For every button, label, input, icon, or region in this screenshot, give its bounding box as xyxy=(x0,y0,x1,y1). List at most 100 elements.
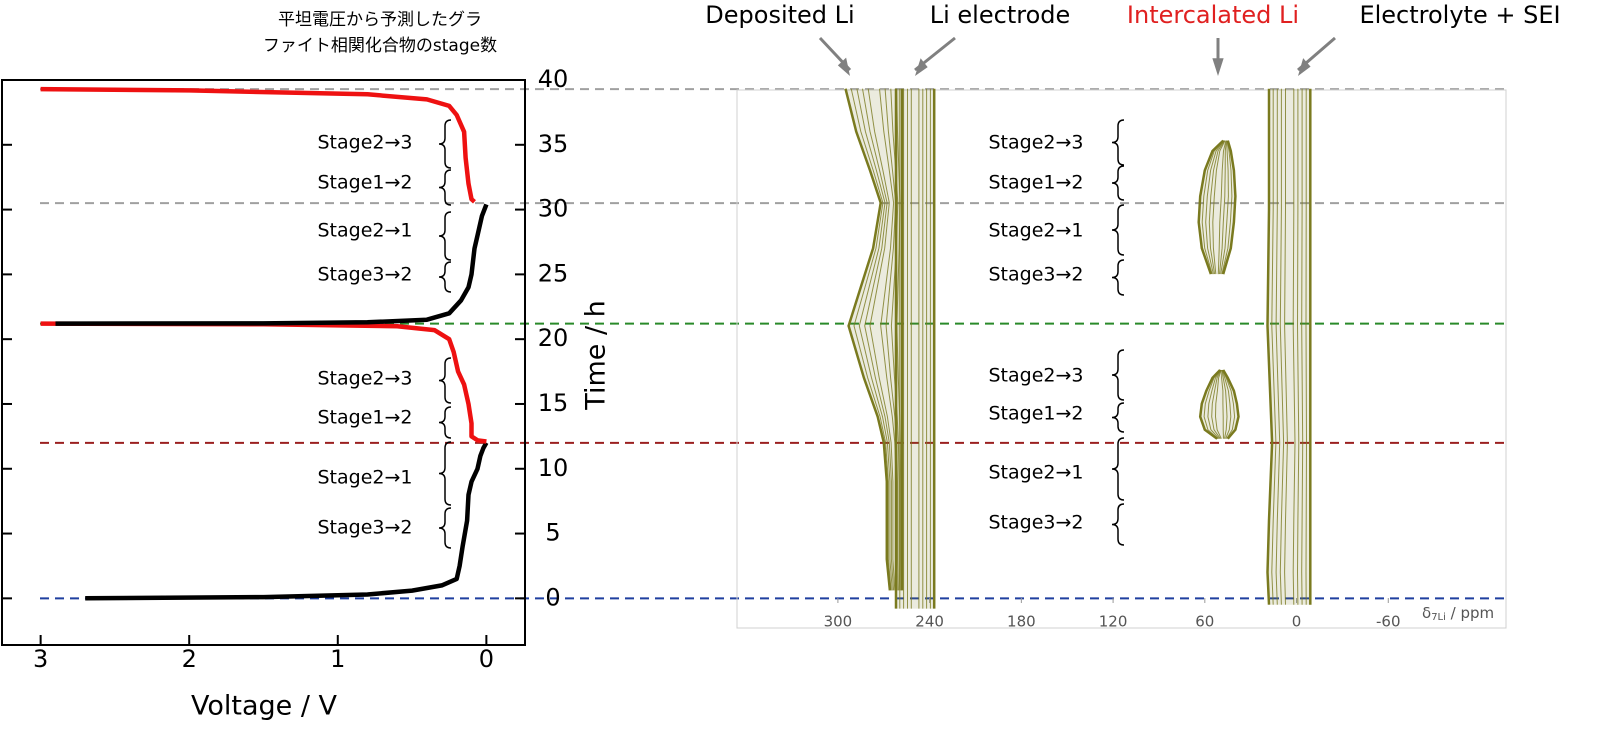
contour-line xyxy=(1214,369,1222,439)
contour-edge xyxy=(1222,140,1237,275)
contour-fill xyxy=(1267,88,1311,605)
x-axis-label: Voltage / V xyxy=(191,691,338,722)
x-tick-label: 2 xyxy=(182,645,197,673)
peak-label: Li electrode xyxy=(930,1,1071,29)
x-tick-label: 180 xyxy=(1007,613,1036,631)
contour-line xyxy=(1220,140,1229,275)
peak-label: Intercalated Li xyxy=(1127,1,1299,29)
contour-line xyxy=(1284,88,1288,605)
contour-line xyxy=(1301,88,1304,605)
y-tick-label: 40 xyxy=(538,65,569,93)
contour-fill xyxy=(896,88,935,609)
contour-line xyxy=(1292,88,1296,605)
plot-frame xyxy=(736,89,1507,629)
contour-line xyxy=(1221,369,1228,439)
x-tick-label: 0 xyxy=(479,645,494,673)
brace xyxy=(438,119,452,169)
contour-line xyxy=(1221,369,1224,439)
stage-label: Stage2→3 xyxy=(318,368,413,390)
contour-line xyxy=(1222,369,1232,439)
contour-edge xyxy=(1198,369,1221,440)
contour-edge xyxy=(1222,369,1240,440)
stage-label: Stage2→1 xyxy=(989,462,1084,484)
brace xyxy=(438,169,452,206)
brace xyxy=(1111,165,1125,201)
voltage-curve xyxy=(40,86,476,204)
contour-line xyxy=(862,88,895,591)
title-line: 平坦電圧から予測したグラ xyxy=(278,10,482,30)
y-tick-label: 5 xyxy=(545,519,560,547)
arrow-head xyxy=(1212,58,1224,76)
contour-line xyxy=(1207,369,1222,440)
plot-frame xyxy=(1,79,526,646)
stage-label: Stage2→3 xyxy=(989,365,1084,387)
x-tick-label: 60 xyxy=(1195,613,1214,631)
voltage-curve xyxy=(85,441,489,601)
contour-line xyxy=(856,88,893,591)
contour-fill xyxy=(1198,140,1236,275)
voltage-curve xyxy=(55,203,489,326)
x-axis-label: δ7Li / ppm xyxy=(1422,604,1494,624)
contour-line xyxy=(1222,369,1236,439)
brace xyxy=(438,441,452,506)
x-tick-label: 240 xyxy=(915,613,944,631)
x-label-subscript: 7Li xyxy=(1431,612,1446,623)
stage-label: Stage2→1 xyxy=(318,220,413,242)
contour-edge xyxy=(1197,139,1225,275)
x-tick-label: 3 xyxy=(33,645,48,673)
contour-line xyxy=(1275,88,1281,605)
y-tick-label: 20 xyxy=(538,324,569,352)
y-tick-label: 0 xyxy=(545,583,560,611)
brace xyxy=(1111,402,1125,433)
brace xyxy=(438,211,452,261)
stage-label: Stage3→2 xyxy=(989,512,1084,534)
brace xyxy=(1111,259,1125,296)
contour-line xyxy=(867,88,896,591)
contour-edge xyxy=(1266,88,1274,605)
contour-line xyxy=(1208,140,1225,275)
peak-label: Electrolyte + SEI xyxy=(1359,1,1560,29)
stage-label: Stage2→3 xyxy=(989,132,1084,154)
contour-line xyxy=(1212,140,1226,275)
stage-label: Stage2→1 xyxy=(318,467,413,489)
brace xyxy=(438,507,452,549)
brace xyxy=(438,357,452,404)
contour-line xyxy=(1271,88,1277,605)
contour-line xyxy=(1305,88,1308,605)
y-axis-label: Time / h xyxy=(581,300,612,410)
contour-fill xyxy=(845,88,903,591)
x-tick-label: 1 xyxy=(330,645,345,673)
peak-label: Deposited Li xyxy=(705,1,854,29)
voltage-curve xyxy=(40,321,487,444)
contour-edge xyxy=(844,88,892,591)
brace xyxy=(1111,437,1125,501)
stage-label: Stage3→2 xyxy=(318,517,413,539)
arrow-head xyxy=(1298,58,1311,76)
arrow-head xyxy=(837,57,850,76)
brace xyxy=(1111,204,1125,256)
brace xyxy=(1111,349,1125,401)
brace xyxy=(438,261,452,293)
title-line: ファイト相関化合物のstage数 xyxy=(263,36,497,56)
contour-fill xyxy=(1200,370,1239,439)
y-tick-label: 35 xyxy=(538,130,569,158)
stage-label: Stage3→2 xyxy=(989,264,1084,286)
arrow-head xyxy=(915,58,928,76)
x-tick-label: 300 xyxy=(824,613,853,631)
x-tick-label: -60 xyxy=(1376,613,1401,631)
x-tick-label: 0 xyxy=(1292,613,1302,631)
x-label-unit: / ppm xyxy=(1446,604,1494,622)
brace xyxy=(1111,503,1125,546)
contour-line xyxy=(1217,140,1227,275)
x-label-symbol: δ xyxy=(1422,604,1431,622)
stage-label: Stage3→2 xyxy=(318,264,413,286)
y-tick-label: 15 xyxy=(538,389,569,417)
x-tick-label: 120 xyxy=(1099,613,1128,631)
y-tick-label: 30 xyxy=(538,195,569,223)
contour-line xyxy=(1219,140,1227,275)
y-tick-label: 10 xyxy=(538,454,569,482)
y-tick-label: 25 xyxy=(538,259,569,287)
contour-line xyxy=(1221,140,1233,275)
stage-label: Stage2→3 xyxy=(318,132,413,154)
